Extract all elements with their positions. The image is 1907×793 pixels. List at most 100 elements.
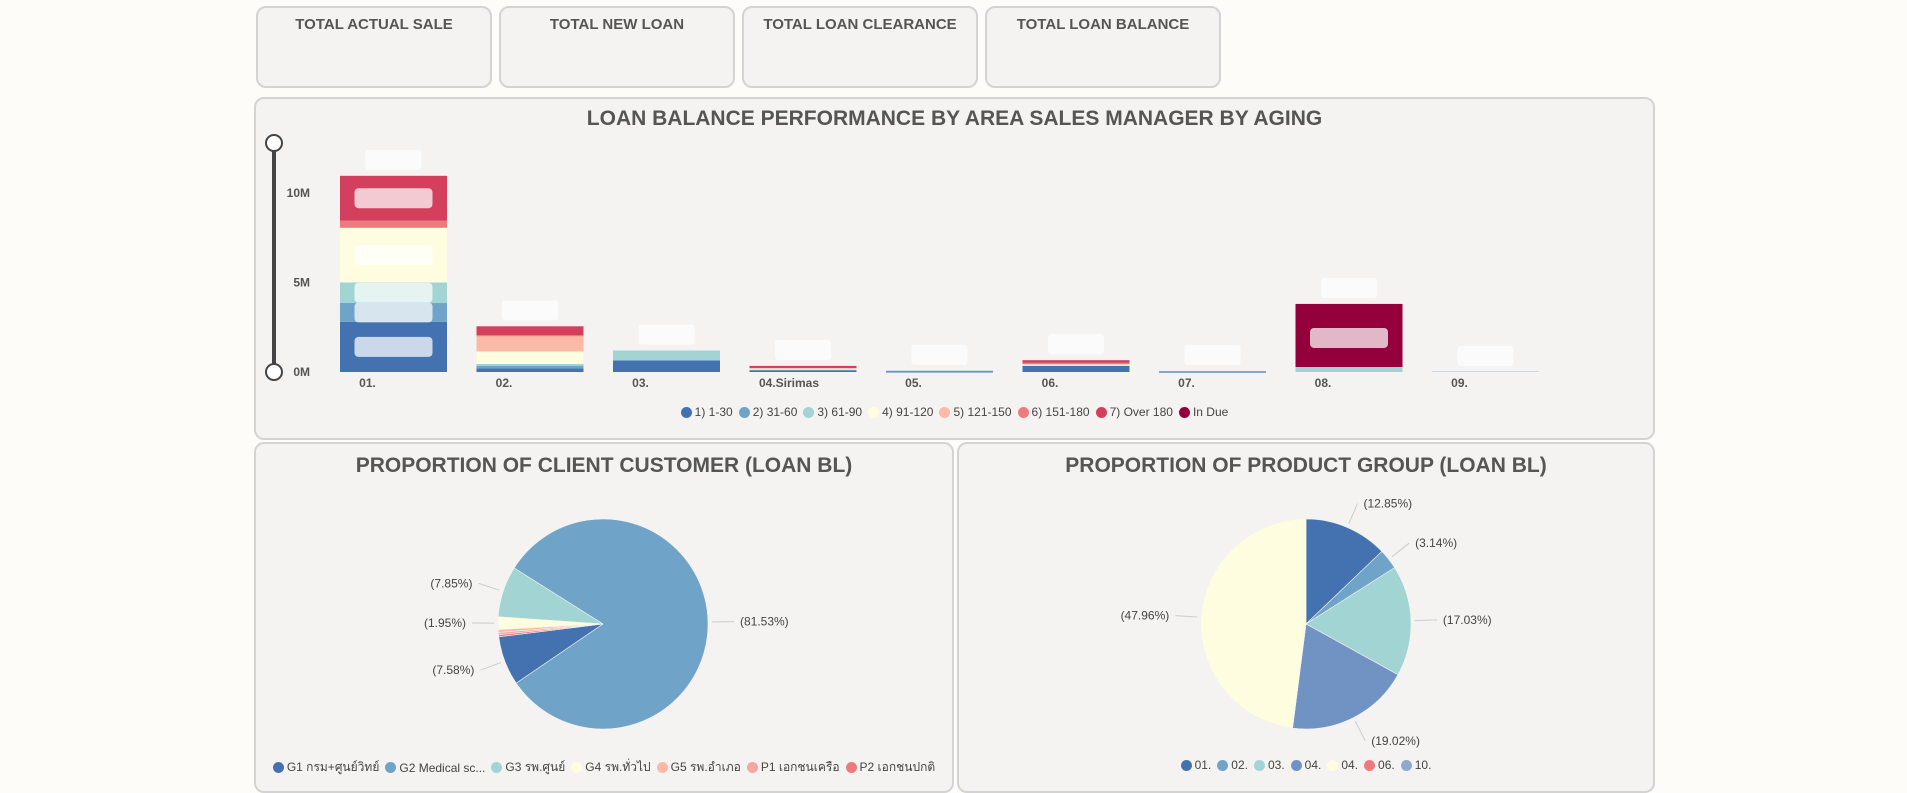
bar-segment-04-sirimas-4-91-120[interactable] [749, 368, 857, 370]
bar-segment-02-7-over-180[interactable] [476, 326, 584, 336]
legend-swatch [1217, 759, 1229, 771]
legend-label: 02. [1231, 758, 1248, 772]
bar-segment-06-4-91-120[interactable] [1022, 364, 1130, 366]
legend-label: G5 รพ.อำเภอ [670, 760, 741, 774]
kpi-card-loan-clearance[interactable]: TOTAL LOAN CLEARANCE [742, 6, 978, 88]
bar-segment-05-2-31-60[interactable] [886, 370, 993, 372]
bar-segment-02-1-1-30[interactable] [476, 368, 584, 372]
pie-leader-line [478, 582, 500, 591]
legend-label: G1 กรม+ศูนย์วิทย์ [286, 760, 380, 774]
legend-swatch [656, 762, 668, 773]
legend-item-in-due[interactable]: In Due [1178, 405, 1229, 419]
legend-item-04[interactable]: 04. [1290, 758, 1322, 772]
pie-data-label: (1.95%) [424, 616, 466, 630]
kpi-card-new-loan[interactable]: TOTAL NEW LOAN [499, 6, 735, 88]
bar-segment-04-sirimas-7-over-180[interactable] [749, 365, 857, 369]
bar-segment-06-1-1-30[interactable] [1022, 365, 1130, 372]
legend-swatch [939, 406, 951, 418]
bar-total-label-box [502, 300, 558, 321]
pie-data-label: (19.02%) [1371, 734, 1420, 748]
bar-segment-05-1-1-30[interactable] [886, 371, 993, 373]
pie-slice-01-0[interactable] [1305, 518, 1383, 625]
bar-total-label-box [638, 324, 695, 345]
kpi-card-label: TOTAL LOAN CLEARANCE [763, 16, 957, 33]
client-customer-pie-title: PROPORTION OF CLIENT CUSTOMER (LOAN BL) [355, 454, 853, 477]
legend-item-1-1-30[interactable]: 1) 1-30 [680, 405, 733, 419]
kpi-card-loan-balance[interactable]: TOTAL LOAN BALANCE [985, 6, 1221, 88]
bar-segment-08-base[interactable] [1295, 367, 1403, 372]
bar-segment-01-6-151-180[interactable] [340, 220, 447, 228]
legend-item-02[interactable]: 02. [1217, 758, 1248, 772]
legend-label: 4) 91-120 [882, 405, 934, 419]
bar-segment-06-6-151-180[interactable] [1022, 362, 1130, 365]
bar-segment-03-3-61-90[interactable] [613, 350, 720, 361]
bar-segment-02-6-151-180[interactable] [476, 335, 584, 337]
legend-label: 3) 61-90 [817, 405, 863, 419]
legend-item-5-121-150[interactable]: 5) 121-150 [939, 405, 1012, 419]
kpi-card-actual-sale[interactable]: TOTAL ACTUAL SALE [256, 6, 492, 88]
legend-item-2-31-60[interactable]: 2) 31-60 [738, 405, 797, 419]
slider-handle-top [265, 134, 283, 152]
legend-label: 04. [1341, 758, 1359, 772]
bar-segment-07-2-31-60[interactable] [1159, 371, 1266, 373]
x-tick-label-07: 07. [1178, 376, 1195, 390]
pie-slice-g2-medical-sc-1[interactable] [513, 518, 709, 730]
legend-item-g5[interactable]: G5 รพ.อำเภอ [656, 758, 741, 777]
legend-item-03[interactable]: 03. [1253, 758, 1285, 772]
legend-item-01[interactable]: 01. [1180, 758, 1211, 772]
pie-slice-p2-6[interactable] [498, 623, 604, 638]
client-customer-pie-panel: PROPORTION OF CLIENT CUSTOMER (LOAN BL) … [254, 442, 954, 793]
legend-item-g3[interactable]: G3 รพ.ศูนย์ [491, 758, 565, 777]
legend-item-6-151-180[interactable]: 6) 151-180 [1017, 405, 1090, 419]
legend-item-g4[interactable]: G4 รพ.ทั่วไป [571, 758, 651, 777]
bar-segment-04-sirimas-1-1-30[interactable] [749, 370, 857, 372]
product-group-pie-panel: PROPORTION OF PRODUCT GROUP (LOAN BL) (1… [957, 442, 1655, 793]
legend-label: 5) 121-150 [953, 405, 1012, 419]
bar-segment-04-sirimas-2-31-60[interactable] [749, 369, 857, 371]
bar-segment-03-1-1-30[interactable] [613, 360, 720, 372]
bar-empty-09[interactable] [1432, 371, 1539, 372]
legend-swatch [868, 406, 880, 418]
legend-label: 04. [1304, 758, 1322, 772]
bar-data-label-box [354, 245, 433, 266]
bar-total-label-box [1048, 334, 1104, 355]
x-tick-label-08: 08. [1315, 376, 1332, 390]
legend-label: P1 เอกชนเครือ [760, 760, 840, 774]
pie-data-label: (17.03%) [1443, 613, 1492, 627]
bar-segment-02-2-31-60[interactable] [476, 365, 584, 369]
product-group-pie-title: PROPORTION OF PRODUCT GROUP (LOAN BL) [1065, 454, 1547, 477]
bar-segment-02-5-121-150[interactable] [476, 336, 584, 352]
bar-total-label-box [775, 339, 831, 360]
legend-item-g2-medical-sc[interactable]: G2 Medical sc... [385, 761, 485, 775]
pie-data-label: (12.85%) [1363, 497, 1412, 511]
bar-data-label-box [354, 302, 433, 323]
legend-item-06[interactable]: 06. [1364, 758, 1395, 772]
y-tick-label: 0M [293, 365, 310, 379]
bar-total-label-box [1321, 277, 1377, 298]
bar-segment-02-4-91-120[interactable] [476, 351, 584, 364]
y-tick-label: 5M [293, 275, 310, 289]
bar-segment-02-3-61-90[interactable] [476, 363, 584, 366]
legend-item-3-61-90[interactable]: 3) 61-90 [803, 405, 862, 419]
legend-item-7-over-180[interactable]: 7) Over 180 [1095, 405, 1173, 419]
legend-label: In Due [1192, 405, 1229, 419]
bar-segment-06-7-over-180[interactable] [1022, 360, 1130, 363]
legend-item-4-91-120[interactable]: 4) 91-120 [868, 405, 933, 419]
pie-slice-04-3[interactable] [1292, 623, 1399, 730]
legend-item-04[interactable]: 04. [1327, 758, 1358, 772]
x-tick-label-09: 09. [1451, 376, 1468, 390]
pie-slice-03-2[interactable] [1305, 567, 1412, 676]
legend-label: 10. [1414, 758, 1432, 772]
pie-slice-04-4[interactable] [1200, 518, 1307, 729]
legend-item-p2[interactable]: P2 เอกชนปกติ [845, 758, 935, 777]
legend-item-p1[interactable]: P1 เอกชนเครือ [746, 758, 840, 777]
value-range-slider[interactable] [265, 134, 283, 381]
legend-swatch [1253, 759, 1265, 771]
legend-item-10[interactable]: 10. [1400, 758, 1432, 772]
legend-label: 7) Over 180 [1109, 405, 1173, 419]
legend-item-g1[interactable]: G1 กรม+ศูนย์วิทย์ [272, 758, 380, 777]
legend-label: 06. [1378, 758, 1395, 772]
bar-total-label-box [1184, 345, 1241, 366]
bar-segment-07-1-1-30[interactable] [1159, 371, 1266, 373]
x-tick-label-03: 03. [632, 376, 649, 390]
